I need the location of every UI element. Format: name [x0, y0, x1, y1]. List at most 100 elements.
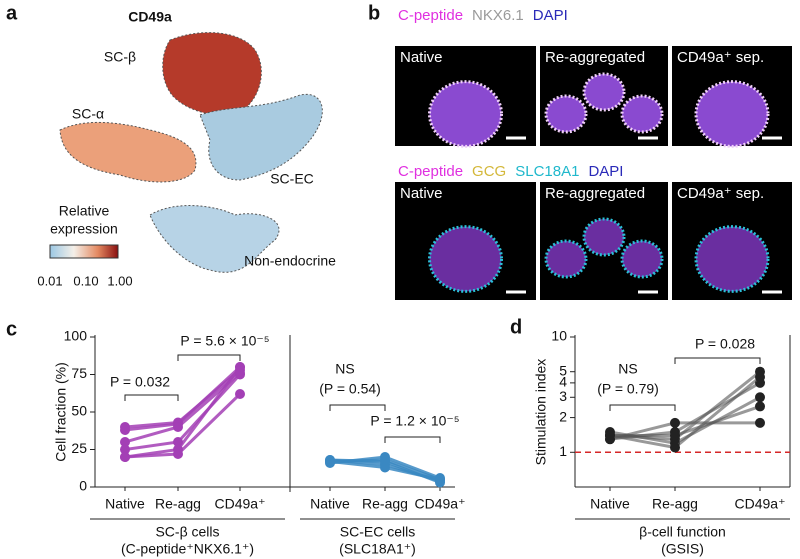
panel-letter: c: [6, 318, 17, 340]
umap: CD49a SC-β SC-α SC-EC Non-endocrine Rela…: [37, 9, 336, 289]
data-point: [755, 417, 765, 428]
data-point: [235, 389, 245, 399]
x-tick-label: CD49a⁺: [215, 496, 266, 512]
group-label: (C-peptide⁺NKX6.1⁺): [121, 541, 254, 557]
cluster-blob: [694, 225, 770, 293]
group-label: (SLC18A1⁺): [339, 541, 416, 557]
umap-title: CD49a: [128, 9, 172, 25]
bracket: [329, 404, 386, 411]
annotation: NS: [335, 361, 354, 377]
cluster-label: SC-β: [104, 49, 136, 65]
annotation: P = 5.6 × 10⁻⁵: [180, 333, 269, 349]
y-tick-label: 5: [559, 362, 567, 378]
x-tick-label: CD49a⁺: [735, 496, 786, 512]
group-label: SC-β cells: [155, 524, 219, 540]
data-point: [120, 422, 130, 432]
cluster-blob: [428, 225, 503, 293]
legend-entry: DAPI: [533, 7, 568, 24]
panel-letter: b: [368, 2, 380, 24]
data-point: [755, 371, 765, 382]
x-tick-label: Re-agg: [652, 496, 698, 512]
data-point: [435, 474, 445, 485]
data-point: [755, 392, 765, 403]
y-tick-label: 0: [79, 478, 87, 494]
annotation: P = 0.028: [695, 336, 755, 352]
data-point: [120, 452, 130, 462]
colorbar-tick: 1.00: [107, 273, 132, 288]
data-point: [120, 437, 130, 447]
legend-entry: SLC18A1: [515, 163, 579, 180]
annotation: NS: [618, 361, 637, 377]
group-label: SC-EC cells: [340, 524, 415, 540]
cluster-blob: [620, 94, 664, 134]
y-tick-label: 3: [559, 388, 567, 404]
colorbar-title: Relative: [59, 203, 110, 219]
legend-entry: DAPI: [588, 163, 623, 180]
y-axis-label: Stimulation index: [533, 359, 549, 466]
cluster-blob: [582, 72, 626, 112]
y-tick-label: 2: [559, 408, 567, 424]
cluster-blob: [582, 217, 626, 257]
bracket: [177, 354, 241, 361]
y-tick-label: 100: [64, 328, 88, 344]
group-label: (GSIS): [661, 541, 704, 557]
x-tick-label: Re-agg: [155, 496, 201, 512]
condition-label: Re-aggregated: [545, 49, 645, 66]
legend-entry: NKX6.1: [472, 7, 524, 24]
legend-entry: C-peptide: [398, 163, 463, 180]
colorbar-title: expression: [50, 221, 118, 237]
data-point: [380, 462, 390, 473]
y-tick-label: 10: [551, 328, 567, 344]
cluster-blob: [544, 239, 588, 279]
x-tick-label: Native: [590, 496, 630, 512]
cluster-blob: [544, 94, 588, 134]
annotation: (P = 0.54): [319, 381, 381, 397]
bracket: [674, 357, 761, 364]
bracket: [124, 394, 179, 401]
condition-label: CD49a⁺ sep.: [677, 49, 764, 66]
x-tick-label: Native: [310, 496, 350, 512]
condition-label: Native: [400, 185, 443, 202]
legend-entry: C-peptide: [398, 7, 463, 24]
x-tick-label: Native: [105, 496, 145, 512]
cluster-label: SC-EC: [270, 171, 314, 187]
micrographs: C-peptide NKX6.1 DAPI Native Re-aggregated CD…: [395, 7, 792, 300]
data-point: [173, 422, 183, 432]
data-point: [120, 444, 130, 455]
cluster-blob: [694, 80, 770, 148]
panel-letter: d: [510, 316, 522, 338]
data-point: [605, 430, 615, 441]
condition-label: Re-aggregated: [545, 185, 645, 202]
data-point: [755, 401, 765, 412]
y-tick-label: 75: [71, 365, 87, 381]
y-tick-label: 50: [71, 403, 87, 419]
panel-letter: a: [6, 2, 18, 24]
y-axis-label: Cell fraction (%): [53, 362, 69, 462]
colorbar-tick: 0.01: [37, 273, 62, 288]
bracket: [384, 436, 441, 443]
cluster-label: SC-α: [72, 106, 104, 122]
legend-entry: GCG: [472, 163, 506, 180]
cluster-label: Non-endocrine: [244, 253, 336, 269]
annotation: (P = 0.79): [597, 381, 659, 397]
x-tick-label: CD49a⁺: [415, 496, 466, 512]
annotation: P = 1.2 × 10⁻⁵: [370, 413, 459, 429]
condition-label: Native: [400, 49, 443, 66]
colorbar-tick: 0.10: [73, 273, 98, 288]
x-tick-label: Re-agg: [362, 496, 408, 512]
annotation: P = 0.032: [110, 374, 170, 390]
group-label: β-cell function: [639, 524, 726, 540]
data-point: [325, 456, 335, 467]
y-tick-label: 1: [559, 443, 567, 459]
data-point: [235, 362, 245, 372]
bracket: [609, 404, 676, 411]
data-point: [670, 442, 680, 453]
cluster-blob: [428, 80, 503, 148]
cluster-blob: [620, 239, 664, 279]
data-point: [173, 444, 183, 455]
y-tick-label: 4: [559, 374, 567, 390]
data-point: [670, 430, 680, 441]
